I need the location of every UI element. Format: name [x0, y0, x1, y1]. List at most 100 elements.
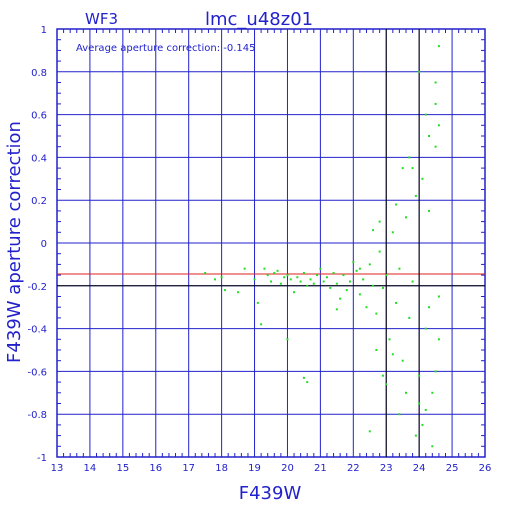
data-point: [368, 430, 371, 433]
x-tick-label: 22: [347, 463, 360, 474]
y-tick-label: -0.4: [27, 325, 47, 336]
data-point: [418, 374, 421, 377]
data-point: [352, 261, 355, 264]
data-point: [253, 278, 256, 281]
data-point: [342, 274, 345, 277]
x-tick-label: 14: [84, 463, 97, 474]
average-correction-note: Average aperture correction: -0.145: [76, 43, 256, 54]
y-tick-label: -0.8: [27, 410, 47, 421]
data-point: [293, 291, 296, 294]
chart-title: lmc_u48z01: [205, 9, 313, 30]
data-point: [214, 278, 217, 281]
data-point: [256, 301, 259, 304]
data-point: [428, 209, 431, 212]
data-point: [431, 391, 434, 394]
data-point: [296, 276, 299, 279]
data-point: [306, 284, 309, 287]
data-point: [428, 135, 431, 137]
data-point: [401, 359, 404, 362]
data-point: [260, 323, 263, 326]
x-tick-label: 20: [281, 463, 294, 474]
x-tick-label: 24: [413, 463, 426, 474]
data-point: [345, 289, 348, 292]
data-point: [434, 370, 437, 373]
data-point: [358, 293, 361, 296]
data-point: [437, 295, 440, 298]
data-point: [283, 276, 286, 279]
data-point: [408, 156, 411, 159]
data-point: [223, 289, 226, 292]
data-point: [335, 308, 338, 311]
data-point: [424, 113, 427, 116]
data-point: [266, 274, 269, 277]
data-point: [279, 282, 282, 285]
plot-frame: [56, 28, 486, 458]
x-tick-label: 21: [314, 463, 327, 474]
y-tick-label: 0.6: [31, 111, 47, 122]
x-tick-label: 18: [215, 463, 228, 474]
data-point: [378, 250, 381, 253]
data-point: [434, 102, 437, 105]
data-point: [385, 383, 388, 386]
data-point: [243, 267, 246, 270]
data-point: [404, 216, 407, 219]
x-tick-label: 19: [248, 463, 261, 474]
y-tick-label: 1: [41, 25, 47, 36]
data-point: [312, 282, 315, 285]
data-point: [362, 278, 365, 281]
data-point: [306, 381, 309, 384]
data-point: [391, 353, 394, 356]
data-point: [349, 280, 352, 283]
data-point: [378, 220, 381, 223]
x-tick-label: 16: [149, 463, 162, 474]
data-point: [319, 267, 322, 270]
y-tick-label: -0.6: [27, 367, 47, 378]
data-point: [372, 229, 375, 232]
data-point: [424, 327, 427, 330]
data-point: [401, 167, 404, 170]
data-point: [335, 282, 338, 285]
data-point: [332, 271, 335, 274]
data-point: [408, 316, 411, 319]
data-point: [381, 374, 384, 377]
data-point: [375, 349, 378, 351]
x-tick-label: 17: [182, 463, 195, 474]
data-point: [391, 231, 394, 234]
data-point: [237, 291, 240, 294]
data-point: [414, 434, 417, 437]
data-point: [404, 391, 407, 394]
reference-lines: [57, 29, 485, 457]
data-point: [316, 274, 319, 277]
y-tick-label: 0.2: [31, 196, 47, 207]
data-point: [434, 81, 437, 84]
x-tick-label: 26: [479, 463, 492, 474]
data-point: [398, 267, 401, 270]
data-point: [302, 271, 305, 274]
data-point: [424, 408, 427, 411]
data-point: [421, 177, 424, 180]
data-point: [411, 280, 414, 283]
data-point: [322, 280, 325, 283]
data-point: [286, 338, 289, 341]
data-point: [355, 269, 358, 272]
grid-lines: [56, 28, 486, 458]
data-point: [339, 297, 342, 300]
data-point: [414, 194, 417, 197]
data-point: [418, 402, 421, 405]
data-point: [220, 276, 223, 279]
data-point: [302, 376, 305, 379]
y-tick-label: 0.4: [31, 153, 47, 164]
data-point: [365, 306, 368, 309]
data-point: [388, 338, 391, 341]
data-point: [437, 45, 440, 48]
data-point: [358, 267, 361, 270]
data-point: [286, 274, 289, 277]
data-point: [299, 280, 302, 283]
data-point: [325, 276, 328, 279]
data-point: [309, 278, 312, 281]
x-tick-label: 25: [446, 463, 459, 474]
data-point: [434, 145, 437, 148]
data-point: [418, 70, 421, 73]
y-axis-label: F439W aperture correction: [4, 121, 25, 363]
